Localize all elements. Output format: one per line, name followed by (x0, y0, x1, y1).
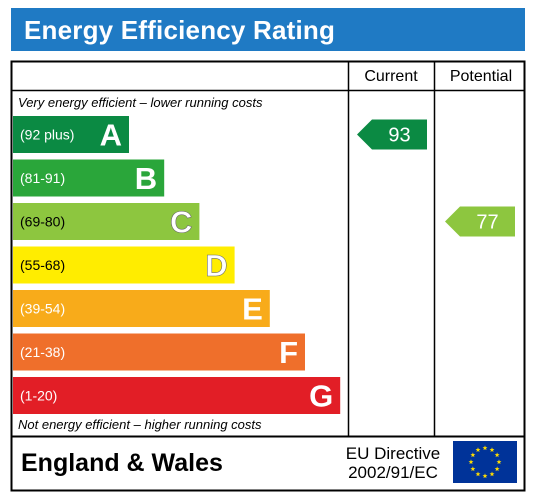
eu-flag-icon (453, 441, 517, 483)
flag-star (482, 473, 488, 479)
rating-bands: (92 plus) A (81-91) B (69-80) C (55-68) D (39-54… (13, 116, 341, 414)
column-header-potential: Potential (450, 68, 512, 85)
band-e-letter: E (242, 292, 263, 327)
band-g-range: (1-20) (20, 388, 57, 404)
flag-star (475, 471, 481, 477)
band-b (13, 159, 165, 197)
flag-star (489, 447, 495, 452)
band-f (13, 333, 305, 371)
band-c-letter: C (170, 205, 192, 240)
flag-star (468, 459, 474, 465)
region-label: England & Wales (21, 449, 223, 477)
directive-line-1: EU Directive (346, 444, 440, 463)
band-e (13, 290, 270, 327)
current-rating-value: 93 (388, 125, 410, 147)
flag-star (494, 466, 500, 472)
flag-star (494, 452, 500, 458)
current-rating-marker (357, 119, 427, 150)
flag-star (482, 445, 488, 451)
flag-star (489, 471, 495, 477)
flag-star (496, 459, 502, 465)
rating-markers: 93 77 (357, 119, 515, 237)
note-top: Very energy efficient – lower running co… (18, 95, 263, 110)
potential-rating-marker (445, 206, 515, 237)
potential-rating-value: 77 (476, 212, 498, 234)
band-d-letter: D (205, 248, 227, 283)
flag-star (470, 452, 476, 458)
page-title: Energy Efficiency Rating (24, 15, 336, 45)
header-bar: Energy Efficiency Rating (11, 8, 525, 51)
flag-star (470, 466, 476, 472)
band-c-range: (69-80) (20, 214, 65, 230)
column-header-current: Current (364, 68, 418, 85)
band-g-letter: G (309, 379, 333, 414)
band-c (13, 203, 200, 240)
band-a (13, 116, 129, 153)
band-g (13, 377, 341, 414)
band-e-range: (39-54) (20, 301, 65, 317)
band-b-letter: B (135, 161, 157, 196)
band-d (13, 246, 235, 284)
directive-line-2: 2002/91/EC (348, 463, 438, 482)
band-a-range: (92 plus) (20, 127, 74, 143)
band-b-range: (81-91) (20, 170, 65, 186)
band-d-range: (55-68) (20, 257, 65, 273)
note-bottom: Not energy efficient – higher running co… (18, 417, 262, 432)
band-f-letter: F (279, 335, 298, 370)
band-a-letter: A (100, 118, 122, 153)
chart-frame (10, 60, 526, 492)
band-f-range: (21-38) (20, 344, 65, 360)
flag-star (475, 447, 481, 452)
